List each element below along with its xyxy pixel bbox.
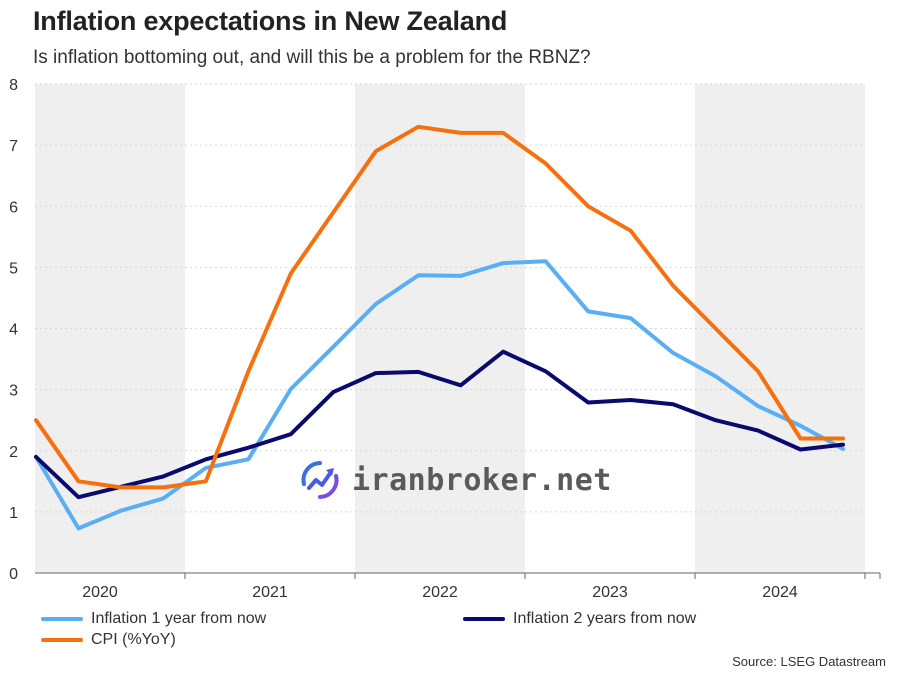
chart-subtitle: Is inflation bottoming out, and will thi… (33, 47, 591, 68)
y-tick-label-4: 4 (9, 322, 18, 339)
x-tick-label-2023: 2023 (592, 584, 628, 601)
y-tick-label-3: 3 (9, 383, 18, 400)
legend-label-1y: Inflation 1 year from now (91, 610, 267, 627)
legend-label-cpi: CPI (%YoY) (91, 631, 176, 648)
series-line-1 (34, 349, 845, 500)
legend-item-1y: Inflation 1 year from now (41, 610, 266, 628)
legend-item-2y: Inflation 2 years from now (463, 610, 696, 628)
x-tick-label-2020: 2020 (82, 584, 118, 601)
legend-item-cpi: CPI (%YoY) (41, 631, 176, 649)
legend-swatch-2y (463, 617, 505, 621)
source-note: Source: LSEG Datastream (732, 654, 886, 669)
x-tick-label-2024: 2024 (762, 584, 798, 601)
y-tick-label-0: 0 (9, 566, 18, 583)
legend-swatch-cpi (41, 638, 83, 642)
y-tick-label-5: 5 (9, 260, 18, 277)
y-tick-label-7: 7 (9, 138, 18, 155)
y-tick-label-2: 2 (9, 444, 18, 461)
y-tick-label-6: 6 (9, 199, 18, 216)
watermark: iranbroker.net (298, 458, 612, 502)
chart-refresh-icon (301, 461, 339, 499)
chart-title: Inflation expectations in New Zealand (33, 6, 508, 36)
y-tick-label-8: 8 (9, 77, 18, 94)
legend-label-2y: Inflation 2 years from now (513, 610, 697, 627)
y-tick-label-1: 1 (9, 505, 18, 522)
series-line-2 (34, 124, 845, 490)
legend-swatch-1y (41, 617, 83, 621)
watermark-text: iranbroker.net (352, 462, 612, 498)
x-tick-label-2021: 2021 (252, 584, 288, 601)
x-tick-label-2022: 2022 (422, 584, 458, 601)
series-line-0 (34, 259, 845, 531)
